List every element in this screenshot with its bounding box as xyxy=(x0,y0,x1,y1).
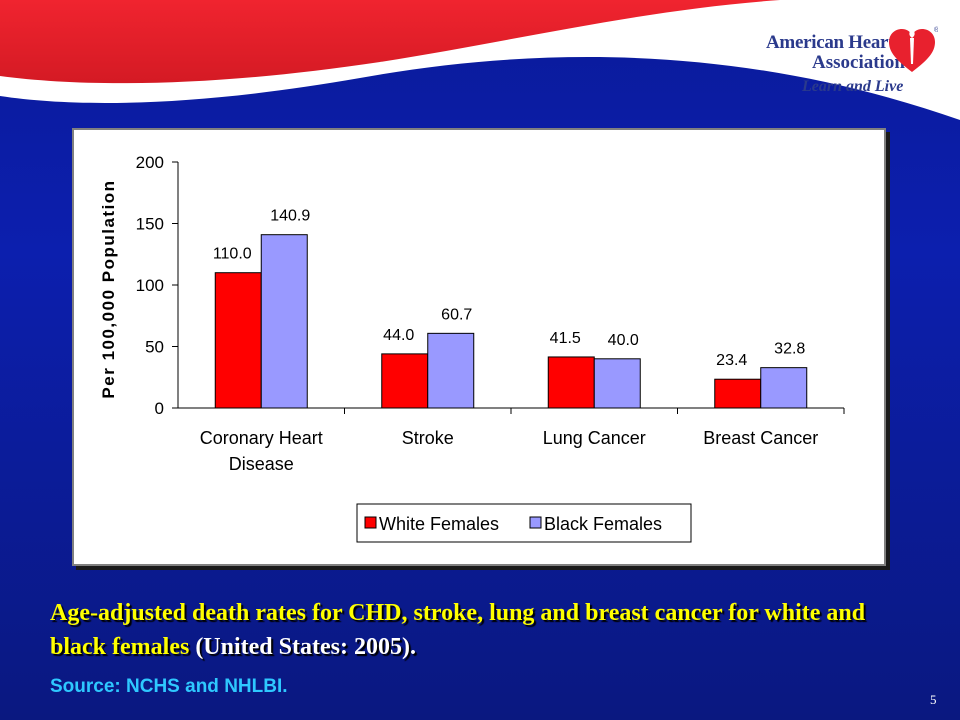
data-label: 40.0 xyxy=(608,332,639,349)
bar-1 xyxy=(593,358,641,409)
category-label: Lung Cancer xyxy=(543,428,646,448)
slide-number: 5 xyxy=(930,692,937,707)
y-tick-label: 100 xyxy=(136,276,164,295)
legend-box xyxy=(356,503,692,543)
bar-1 xyxy=(260,234,308,409)
legend-label: Black Females xyxy=(544,514,662,534)
caption-detail: (United States: 2005). xyxy=(189,634,416,660)
y-tick-label: 150 xyxy=(136,215,164,234)
y-tick-label: 200 xyxy=(136,153,164,172)
bar-0 xyxy=(547,356,595,409)
bar-0 xyxy=(381,353,429,409)
category-label: Breast Cancer xyxy=(703,428,818,448)
legend-swatch xyxy=(364,516,377,529)
data-label: 140.9 xyxy=(270,208,310,225)
data-label: 110.0 xyxy=(213,246,252,263)
bar-chart: 0 50 100 150 200 Per 100,000 Population 110.0 1… xyxy=(99,153,845,543)
source-note: Source: NCHS and NHLBI. xyxy=(50,676,288,697)
category-label: Disease xyxy=(229,454,294,474)
logo-line-2: Association xyxy=(812,52,905,73)
legend-swatch xyxy=(529,516,542,529)
y-tick-label: 50 xyxy=(145,338,164,357)
heart-torch-icon: ® xyxy=(889,26,938,72)
y-tick-label: 0 xyxy=(155,399,164,418)
aha-logo: American Heart Association Learn and Liv… xyxy=(746,18,946,108)
data-label: 32.8 xyxy=(774,341,805,358)
logo-tagline: Learn and Live xyxy=(802,78,904,95)
slide-caption: Age-adjusted death rates for CHD, stroke… xyxy=(50,596,910,664)
caption-main: Age-adjusted death rates for CHD, stroke… xyxy=(50,600,866,660)
logo-line-1: American Heart xyxy=(766,32,895,53)
header-band xyxy=(0,0,960,120)
bar-1 xyxy=(427,332,475,409)
legend-label: White Females xyxy=(379,514,499,534)
data-label: 44.0 xyxy=(383,327,414,344)
bar-0 xyxy=(214,272,262,409)
data-label: 41.5 xyxy=(550,330,581,347)
chart-panel: 0 50 100 150 200 Per 100,000 Population 110.0 1… xyxy=(72,128,886,566)
y-axis-title: Per 100,000 Population xyxy=(99,179,118,398)
data-label: 60.7 xyxy=(441,306,472,323)
category-label: Coronary Heart xyxy=(200,428,323,448)
data-label: 23.4 xyxy=(716,352,747,369)
svg-text:®: ® xyxy=(934,26,938,34)
bar-1 xyxy=(760,367,808,409)
bar-0 xyxy=(714,378,762,409)
category-label: Stroke xyxy=(402,428,454,448)
